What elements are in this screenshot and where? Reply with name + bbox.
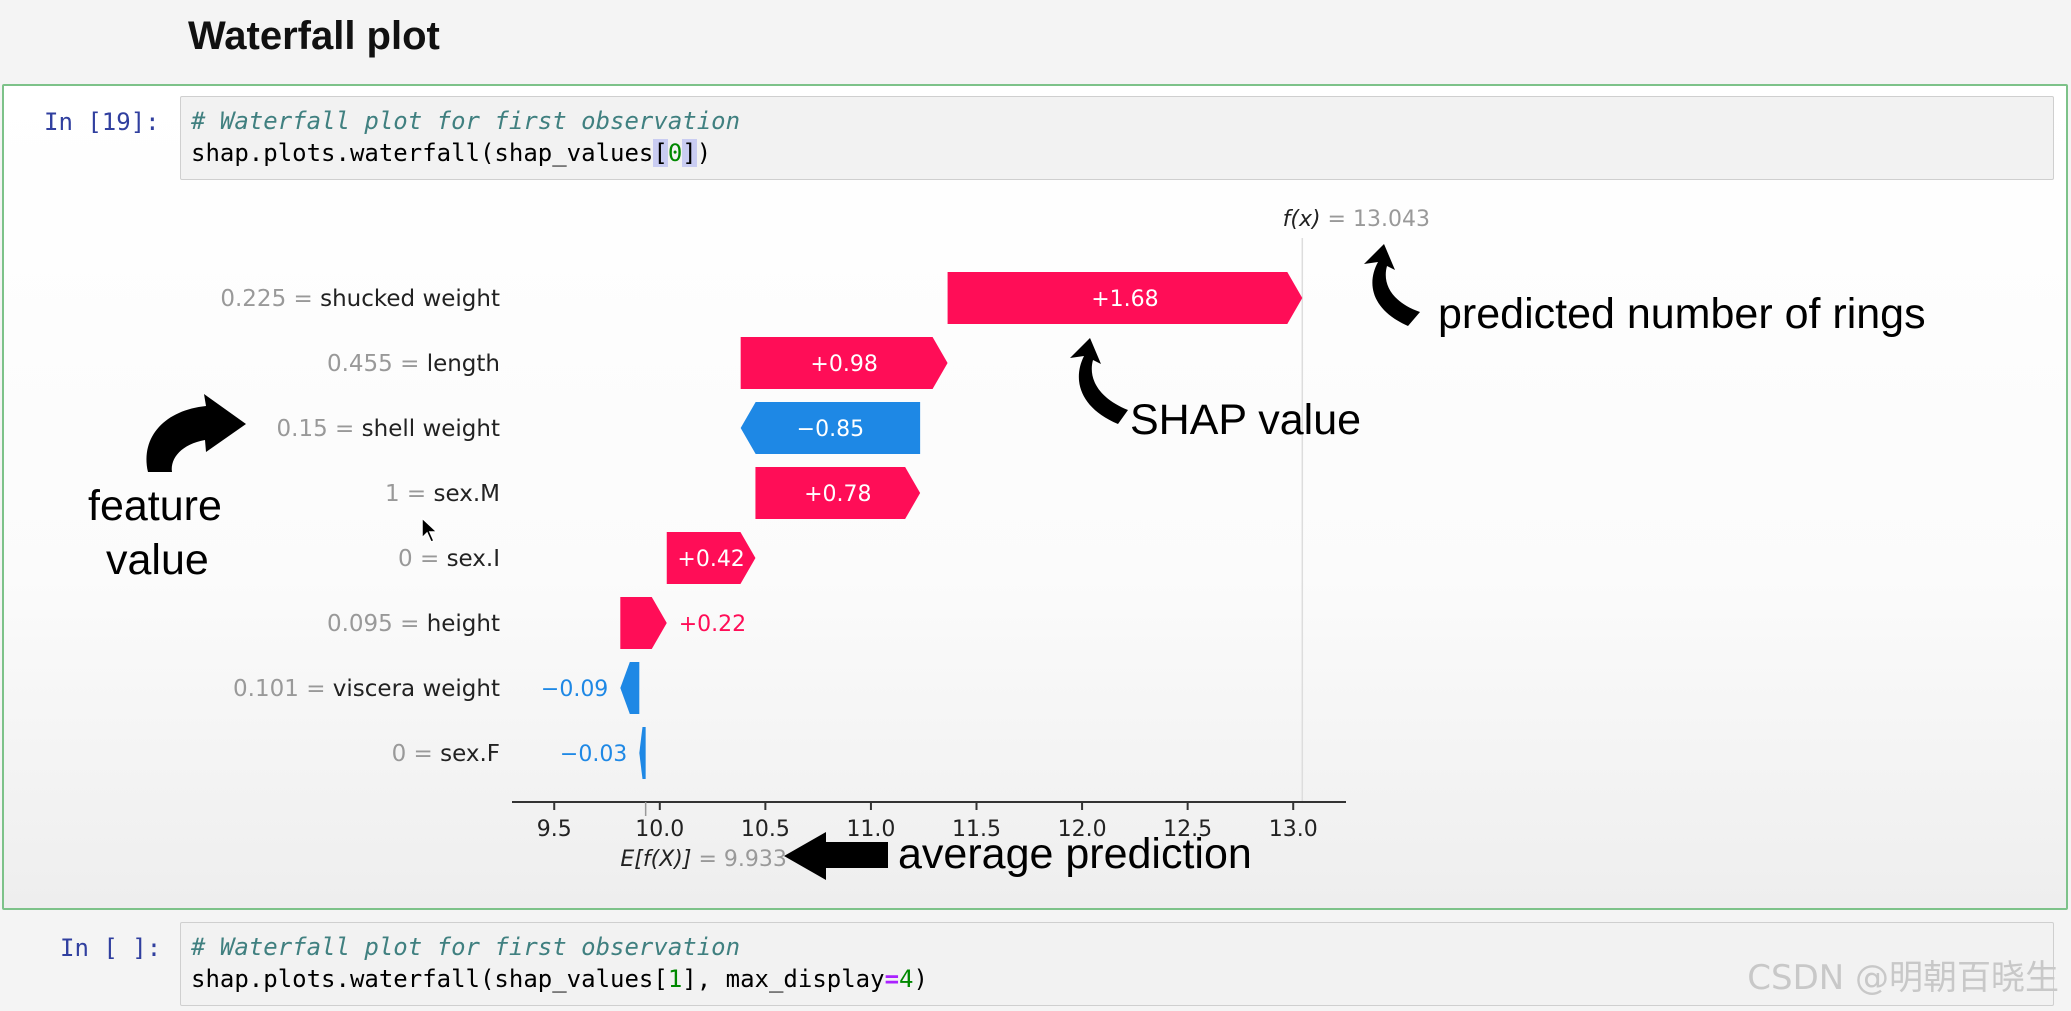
arrow-average-icon: [784, 832, 888, 880]
x-tick-label: 13.0: [1269, 817, 1318, 842]
annotation-value: value: [106, 536, 209, 584]
code-comment: # Waterfall plot for first observation: [191, 107, 741, 135]
bar-value-label: +1.68: [1091, 287, 1158, 312]
feature-label: 0 = sex.F: [392, 741, 500, 767]
feature-label: 0.15 = shell weight: [277, 416, 500, 442]
feature-label: 0.101 = viscera weight: [233, 676, 500, 702]
feature-label: 1 = sex.M: [385, 481, 500, 507]
feature-label: 0 = sex.I: [398, 546, 500, 572]
waterfall-bar: [620, 662, 640, 714]
feature-label: 0.225 = shucked weight: [220, 286, 500, 312]
arrow-feature-icon: [146, 394, 246, 472]
arrow-predicted-icon: [1364, 244, 1420, 326]
waterfall-bar: [755, 467, 921, 519]
arrow-shap-icon: [1070, 338, 1128, 424]
section-heading: Waterfall plot: [188, 14, 440, 58]
cell-prompt: In [19]:: [44, 108, 160, 136]
annotation-predicted: predicted number of rings: [1438, 290, 1926, 338]
base-value-label: E[f(X)] = 9.933: [620, 847, 786, 872]
feature-label: 0.095 = height: [327, 611, 500, 637]
mouse-cursor-icon: [421, 516, 439, 543]
code-statement: shap.plots.waterfall(shap_values[0]): [191, 139, 712, 167]
bar-value-label: +0.42: [677, 547, 744, 572]
waterfall-bar: [740, 337, 948, 389]
notebook-cell-19[interactable]: [2, 84, 2068, 910]
next-code-comment: # Waterfall plot for first observation: [191, 933, 741, 961]
waterfall-bar: [666, 532, 756, 584]
watermark: CSDN @明朝百晓生: [1747, 958, 2059, 998]
x-tick-label: 10.5: [741, 817, 790, 842]
next-code-statement: shap.plots.waterfall(shap_values[1], max…: [191, 965, 928, 993]
x-tick-label: 11.0: [846, 817, 895, 842]
waterfall-bar: [947, 272, 1303, 324]
bar-value-label: −0.03: [560, 742, 627, 767]
bar-value-label: +0.78: [804, 482, 871, 507]
annotation-average: average prediction: [898, 830, 1252, 878]
feature-label: 0.455 = length: [327, 351, 500, 377]
x-tick-label: 12.0: [1058, 817, 1107, 842]
bar-value-label: −0.85: [797, 417, 864, 442]
annotation-feature: feature: [88, 482, 222, 530]
next-code-editor[interactable]: # Waterfall plot for first observation s…: [180, 922, 2054, 1006]
x-tick-label: 12.5: [1163, 817, 1212, 842]
output-value-label: f(x) = 13.043: [1283, 207, 1430, 232]
x-tick-label: 10.0: [635, 817, 684, 842]
waterfall-bar: [740, 402, 921, 454]
bar-value-label: −0.09: [541, 677, 608, 702]
annotation-shap-value: SHAP value: [1130, 396, 1362, 444]
waterfall-bar: [639, 727, 646, 779]
waterfall-bar: [620, 597, 667, 649]
next-cell-prompt: In [ ]:: [60, 934, 162, 962]
bar-value-label: +0.98: [810, 352, 877, 377]
x-tick-label: 9.5: [537, 817, 572, 842]
x-tick-label: 11.5: [952, 817, 1001, 842]
code-editor[interactable]: # Waterfall plot for first observation s…: [180, 96, 2054, 180]
bar-value-label: +0.22: [679, 612, 746, 637]
